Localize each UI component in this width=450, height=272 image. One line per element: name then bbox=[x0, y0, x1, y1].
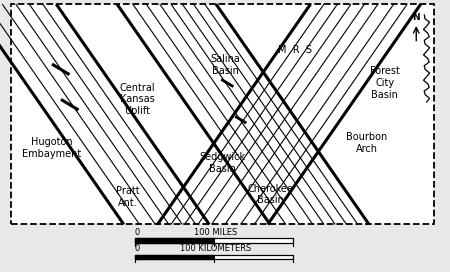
Text: Hugoton
Embayment: Hugoton Embayment bbox=[22, 137, 81, 159]
Bar bbox=[135, 238, 214, 243]
Text: Bourbon
Arch: Bourbon Arch bbox=[346, 132, 387, 154]
Text: 100 MILES: 100 MILES bbox=[194, 227, 238, 237]
Text: Forest
City
Basin: Forest City Basin bbox=[370, 66, 400, 100]
Text: 0: 0 bbox=[135, 244, 140, 253]
Text: 0: 0 bbox=[135, 227, 140, 237]
Bar bbox=[135, 255, 292, 259]
Text: Salina
Basin: Salina Basin bbox=[210, 54, 240, 76]
Bar bbox=[214, 238, 292, 243]
Bar bbox=[135, 238, 292, 243]
Text: M  R  S: M R S bbox=[278, 45, 312, 55]
Text: Pratt
Ant.: Pratt Ant. bbox=[117, 186, 140, 208]
Text: Cherokee
Basin: Cherokee Basin bbox=[247, 184, 293, 205]
Text: Sedgwick
Basin: Sedgwick Basin bbox=[200, 152, 246, 174]
FancyBboxPatch shape bbox=[11, 4, 434, 224]
Bar bbox=[214, 255, 292, 259]
Text: Central
Kansas
Uplift: Central Kansas Uplift bbox=[119, 83, 155, 116]
Text: N: N bbox=[413, 13, 420, 22]
Text: 100 KILOMETERS: 100 KILOMETERS bbox=[180, 244, 252, 253]
Bar bbox=[135, 255, 214, 259]
